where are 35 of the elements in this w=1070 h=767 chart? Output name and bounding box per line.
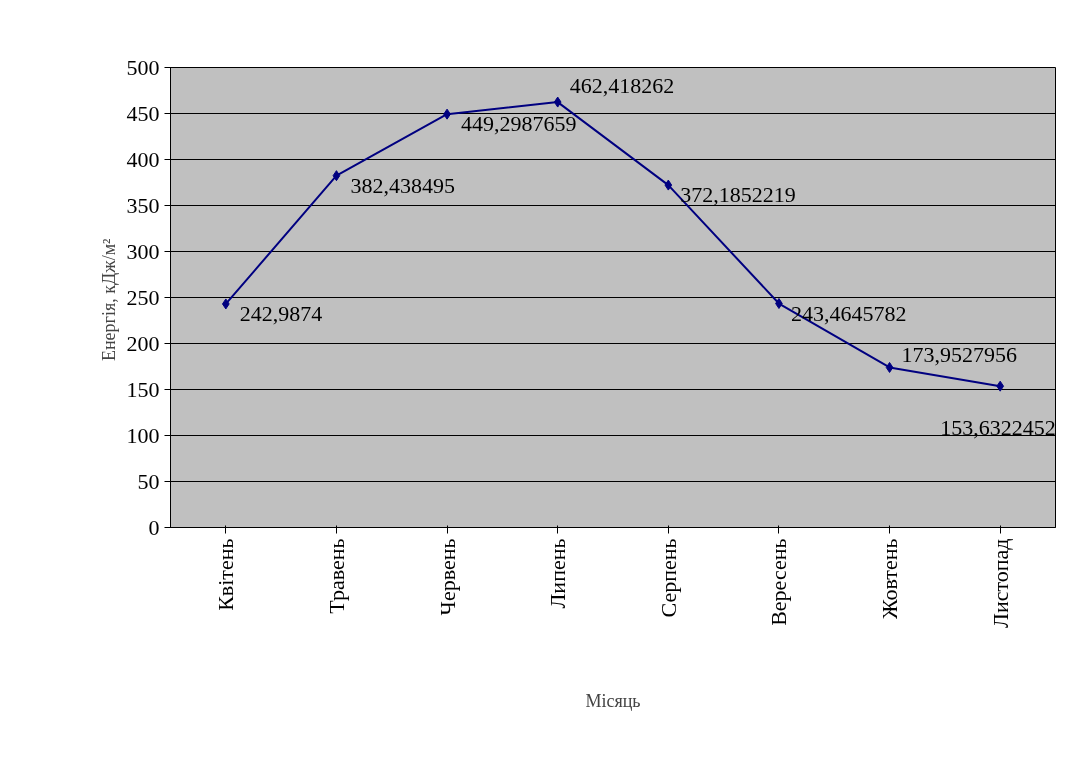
data-label: 462,418262 bbox=[569, 73, 675, 99]
x-axis-title: Місяць bbox=[585, 691, 641, 712]
x-tick-label: Червень bbox=[434, 538, 460, 616]
point bbox=[996, 380, 1005, 392]
point bbox=[885, 361, 894, 373]
x-tick-label: Липень bbox=[545, 538, 571, 609]
data-label: 382,438495 bbox=[350, 172, 455, 198]
y-tick-label: 250 bbox=[126, 284, 160, 310]
y-tick-label: 150 bbox=[126, 376, 160, 402]
x-tick-label: Квітень bbox=[213, 538, 239, 611]
point bbox=[221, 298, 230, 310]
data-label: 153,6322452 bbox=[940, 415, 1056, 441]
y-tick-label: 0 bbox=[148, 514, 160, 540]
y-axis-title: Енергія, кДж/м² bbox=[98, 238, 119, 362]
x-tick-label: Вересень bbox=[766, 538, 792, 626]
y-tick-label: 450 bbox=[126, 100, 160, 126]
data-label: 242,9874 bbox=[239, 300, 323, 326]
y-tick-label: 100 bbox=[126, 422, 160, 448]
x-tick-label: Листопад bbox=[987, 538, 1013, 629]
data-label: 243,4645782 bbox=[790, 300, 907, 326]
x-tick-label: Жовтень bbox=[877, 538, 903, 620]
y-tick-label: 200 bbox=[126, 330, 160, 356]
point bbox=[553, 96, 562, 108]
data-label: 372,1852219 bbox=[680, 182, 796, 208]
y-tick-label: 500 bbox=[126, 54, 160, 80]
y-tick-label: 50 bbox=[137, 468, 160, 494]
x-tick-label: Серпень bbox=[655, 538, 681, 618]
point bbox=[664, 179, 673, 191]
x-tick-label: Травень bbox=[323, 538, 349, 614]
point bbox=[332, 170, 341, 182]
data-label: 173,9527956 bbox=[901, 342, 1018, 368]
data-label: 449,2987659 bbox=[461, 111, 577, 137]
y-tick-label: 350 bbox=[126, 192, 160, 218]
y-tick-label: 400 bbox=[126, 146, 160, 172]
y-tick-label: 300 bbox=[126, 238, 160, 264]
